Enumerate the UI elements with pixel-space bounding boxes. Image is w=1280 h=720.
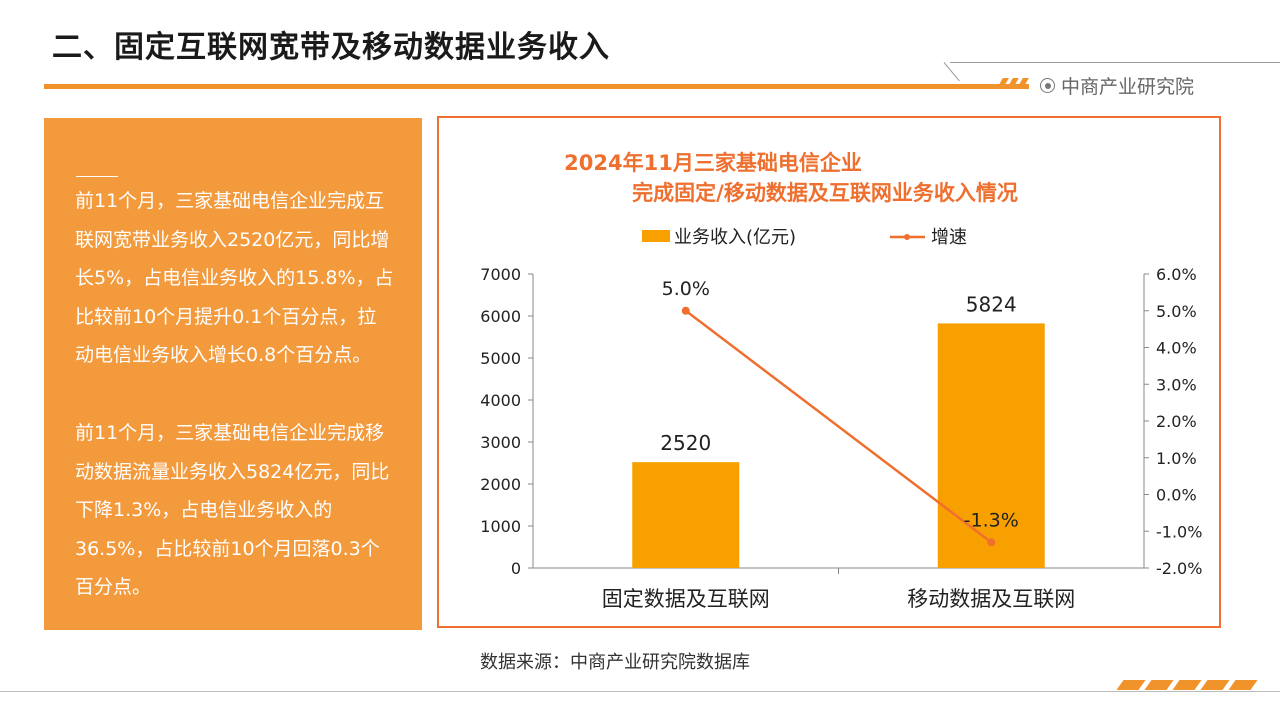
- summary-paragraph-2: 前11个月，三家基础电信企业完成移动数据流量业务收入5824亿元，同比下降1.3…: [75, 422, 390, 598]
- header-stripes: [997, 78, 1029, 88]
- page-title: 二、固定互联网宽带及移动数据业务收入: [52, 30, 610, 65]
- left-y-tick-label: 5000: [480, 349, 521, 368]
- left-y-tick-label: 2000: [480, 475, 521, 494]
- title-underline: [44, 84, 1029, 89]
- footer-stripes: [1116, 680, 1258, 690]
- brand: 中商产业研究院: [1040, 72, 1194, 99]
- left-y-tick-label: 6000: [480, 307, 521, 326]
- x-tick-label: 固定数据及互联网: [602, 587, 770, 611]
- panel-dash: [76, 176, 118, 177]
- right-y-tick-label: 2.0%: [1156, 412, 1197, 431]
- left-y-tick-label: 1000: [480, 517, 521, 536]
- plot-area: 0 1000 2000 3000 4000 5000 6000 7000 -2.0% -1.0% 0…: [480, 265, 1202, 611]
- legend-bar-swatch: [642, 230, 670, 242]
- legend-bar-label: 业务收入(亿元): [674, 227, 796, 248]
- line-point: [681, 306, 690, 315]
- summary-paragraph-1: 前11个月，三家基础电信企业完成互联网宽带业务收入2520亿元，同比增长5%，占…: [75, 190, 394, 366]
- left-y-tick-label: 4000: [480, 391, 521, 410]
- right-y-tick-label: 5.0%: [1156, 302, 1197, 321]
- legend-line-marker: [904, 234, 910, 240]
- legend-line-label: 增速: [931, 227, 967, 248]
- bar-data-label: 2520: [660, 431, 711, 455]
- right-y-tick-label: 1.0%: [1156, 449, 1197, 468]
- bar: [937, 323, 1045, 568]
- chart-subtitle: 完成固定/移动数据及互联网业务收入情况: [632, 181, 1018, 205]
- line-data-label: 5.0%: [662, 278, 710, 300]
- right-y-tick-label: -1.0%: [1156, 522, 1202, 541]
- summary-panel: 前11个月，三家基础电信企业完成互联网宽带业务收入2520亿元，同比增长5%，占…: [44, 118, 422, 630]
- left-y-tick-label: 0: [511, 559, 521, 578]
- line-data-label: -1.3%: [964, 509, 1019, 531]
- brand-name: 中商产业研究院: [1061, 76, 1195, 98]
- right-y-tick-label: 4.0%: [1156, 339, 1197, 358]
- header-divider: [950, 62, 1280, 63]
- target-icon: [1040, 78, 1055, 93]
- footer-divider: [0, 691, 1280, 692]
- right-y-tick-label: 6.0%: [1156, 265, 1197, 284]
- left-y-tick-label: 7000: [480, 265, 521, 284]
- data-source: 数据来源：中商产业研究院数据库: [480, 652, 750, 673]
- left-y-tick-label: 3000: [480, 433, 521, 452]
- bar: [632, 462, 740, 568]
- right-y-tick-label: -2.0%: [1156, 559, 1202, 578]
- bar-data-label: 5824: [966, 292, 1017, 316]
- header-divider-slant: [943, 62, 960, 82]
- growth-line: [684, 309, 993, 544]
- chart-title: 2024年11月三家基础电信企业: [564, 151, 862, 175]
- revenue-chart: 2024年11月三家基础电信企业 完成固定/移动数据及互联网业务收入情况 业务收…: [480, 151, 1202, 611]
- right-y-tick-label: 0.0%: [1156, 486, 1197, 505]
- chart-frame: [437, 116, 1221, 628]
- x-tick-label: 移动数据及互联网: [907, 587, 1075, 611]
- right-y-tick-label: 3.0%: [1156, 375, 1197, 394]
- line-point: [987, 538, 996, 547]
